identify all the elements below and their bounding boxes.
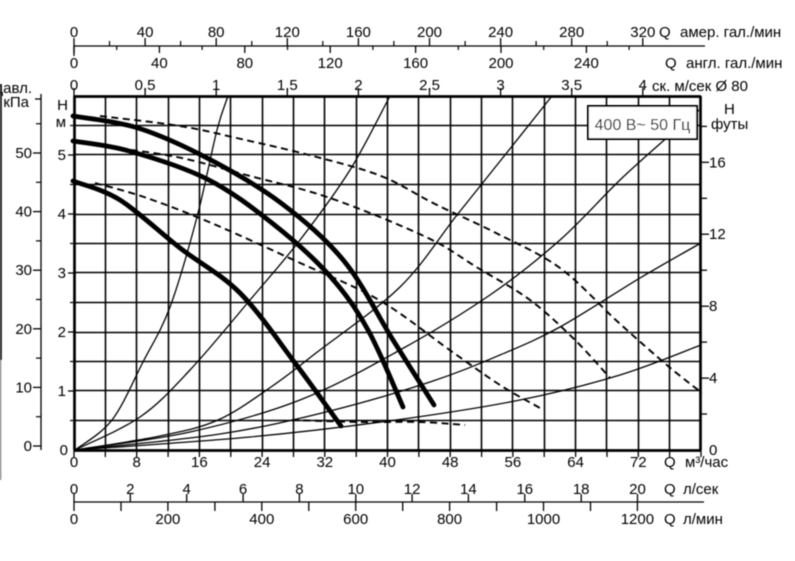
svg-text:160: 160	[403, 55, 428, 72]
svg-text:400: 400	[249, 511, 274, 528]
svg-text:120: 120	[275, 24, 300, 41]
svg-text:40: 40	[15, 204, 32, 221]
svg-text:32: 32	[316, 454, 333, 471]
svg-text:Q: Q	[664, 481, 676, 498]
svg-text:280: 280	[559, 24, 584, 41]
svg-text:2: 2	[58, 324, 66, 341]
svg-text:футы: футы	[711, 116, 748, 133]
svg-text:1,5: 1,5	[277, 77, 298, 94]
svg-text:12: 12	[709, 226, 726, 243]
svg-text:10: 10	[15, 379, 32, 396]
svg-text:3: 3	[496, 77, 504, 94]
svg-text:л/сек: л/сек	[683, 481, 719, 498]
svg-text:160: 160	[346, 24, 371, 41]
svg-text:200: 200	[155, 511, 180, 528]
svg-text:л/мин: л/мин	[683, 511, 723, 528]
svg-text:0: 0	[70, 77, 78, 94]
svg-text:240: 240	[488, 24, 513, 41]
svg-text:4: 4	[183, 481, 191, 498]
svg-text:16: 16	[709, 154, 726, 171]
svg-text:600: 600	[343, 511, 368, 528]
svg-text:англ. гал./мин: англ. гал./мин	[686, 55, 782, 72]
svg-text:64: 64	[567, 454, 584, 471]
svg-text:10: 10	[347, 481, 364, 498]
svg-text:0: 0	[24, 438, 32, 455]
svg-text:Q: Q	[664, 454, 676, 471]
svg-text:14: 14	[460, 481, 477, 498]
svg-text:0: 0	[70, 481, 78, 498]
svg-text:2,5: 2,5	[419, 77, 440, 94]
svg-text:200: 200	[488, 55, 513, 72]
svg-text:1: 1	[212, 77, 220, 94]
svg-text:0: 0	[70, 24, 78, 41]
svg-text:м: м	[56, 114, 66, 131]
svg-text:0: 0	[70, 55, 78, 72]
svg-text:8: 8	[295, 481, 303, 498]
svg-text:3: 3	[58, 265, 66, 282]
svg-text:Н: Н	[57, 97, 68, 114]
svg-text:72: 72	[630, 454, 647, 471]
svg-text:1: 1	[58, 383, 66, 400]
svg-text:20: 20	[629, 481, 646, 498]
svg-text:4: 4	[709, 370, 717, 387]
svg-text:Q: Q	[665, 55, 677, 72]
svg-text:1200: 1200	[621, 511, 654, 528]
svg-text:м³/час: м³/час	[685, 454, 729, 471]
svg-text:40: 40	[137, 24, 154, 41]
svg-text:24: 24	[254, 454, 271, 471]
svg-text:0: 0	[70, 454, 78, 471]
svg-text:20: 20	[15, 321, 32, 338]
svg-text:4: 4	[58, 206, 66, 223]
svg-text:6: 6	[239, 481, 247, 498]
svg-text:320: 320	[630, 24, 655, 41]
svg-text:4: 4	[639, 77, 647, 94]
svg-text:16: 16	[516, 481, 533, 498]
svg-text:80: 80	[236, 55, 253, 72]
svg-text:8: 8	[709, 298, 717, 315]
svg-text:давл.: давл.	[0, 80, 32, 97]
svg-text:800: 800	[437, 511, 462, 528]
svg-text:8: 8	[133, 454, 141, 471]
svg-text:80: 80	[208, 24, 225, 41]
svg-text:кПа: кПа	[3, 94, 29, 111]
svg-text:12: 12	[404, 481, 421, 498]
svg-text:48: 48	[442, 454, 459, 471]
svg-text:400 В~ 50 Гц: 400 В~ 50 Гц	[595, 117, 691, 134]
svg-text:56: 56	[505, 454, 522, 471]
svg-text:Q: Q	[664, 511, 676, 528]
svg-text:120: 120	[318, 55, 343, 72]
svg-text:40: 40	[379, 454, 396, 471]
svg-text:30: 30	[15, 262, 32, 279]
svg-text:0: 0	[60, 442, 68, 459]
svg-text:2: 2	[126, 481, 134, 498]
svg-text:16: 16	[191, 454, 208, 471]
svg-text:0: 0	[709, 442, 717, 459]
svg-text:Q: Q	[659, 24, 671, 41]
svg-text:50: 50	[15, 145, 32, 162]
svg-text:0: 0	[70, 511, 78, 528]
svg-text:амер. гал./мин: амер. гал./мин	[680, 24, 781, 41]
svg-text:5: 5	[58, 147, 66, 164]
svg-text:Н: Н	[724, 101, 735, 118]
svg-text:3,5: 3,5	[561, 77, 582, 94]
svg-text:1000: 1000	[527, 511, 560, 528]
svg-text:2: 2	[354, 77, 362, 94]
svg-text:40: 40	[151, 55, 168, 72]
svg-text:200: 200	[417, 24, 442, 41]
svg-text:240: 240	[574, 55, 599, 72]
svg-text:0,5: 0,5	[135, 77, 156, 94]
svg-text:ск. м/сек Ø 80: ск. м/сек Ø 80	[652, 78, 748, 95]
svg-text:18: 18	[573, 481, 590, 498]
